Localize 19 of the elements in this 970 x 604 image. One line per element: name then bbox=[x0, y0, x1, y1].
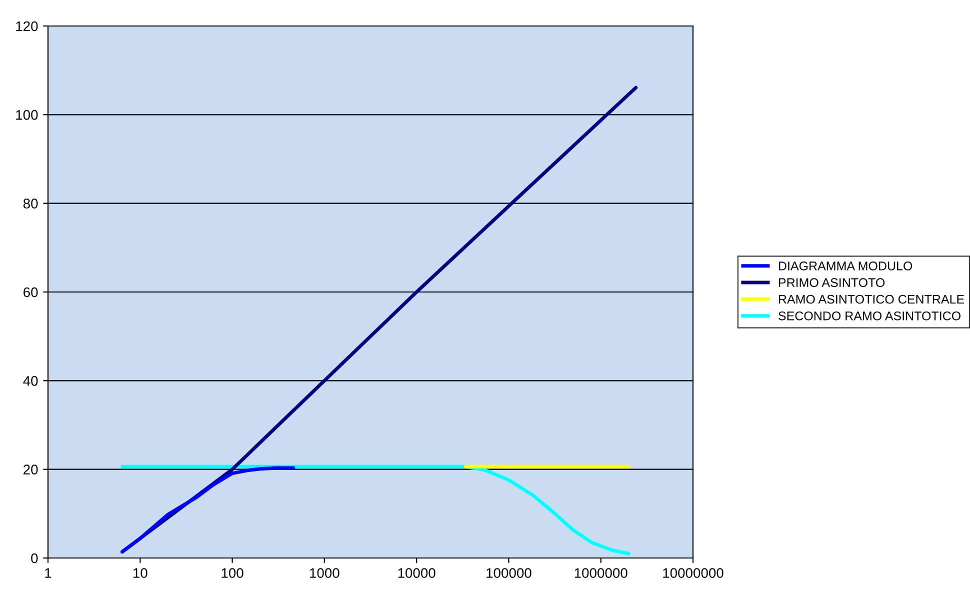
y-tick-label: 60 bbox=[24, 287, 38, 298]
y-tick-label: 40 bbox=[23, 376, 38, 386]
legend-label: DIAGRAMMA MODULO bbox=[778, 262, 912, 270]
y-tick-label: 0 bbox=[31, 553, 38, 564]
x-tick-label: 10000000 bbox=[663, 568, 724, 578]
y-tick-label: 20 bbox=[24, 464, 38, 475]
x-tick-label: 100 bbox=[222, 568, 244, 578]
x-tick-label: 1000 bbox=[310, 568, 340, 578]
legend-label: RAMO ASINTOTICO CENTRALE bbox=[778, 294, 964, 304]
x-tick-label: 10 bbox=[133, 568, 148, 578]
legend-label: SECONDO RAMO ASINTOTICO bbox=[778, 311, 960, 320]
y-tick-label: 100 bbox=[16, 110, 38, 120]
x-tick-label: 10000 bbox=[398, 568, 436, 578]
legend-label: PRIMO ASINTOTO bbox=[778, 278, 885, 288]
x-tick-label: 1000000 bbox=[574, 568, 628, 578]
y-tick-label: 120 bbox=[16, 21, 38, 32]
y-tick-label: 80 bbox=[23, 198, 38, 209]
x-tick-label: 100000 bbox=[486, 568, 532, 578]
x-tick-label: 1 bbox=[45, 568, 52, 578]
